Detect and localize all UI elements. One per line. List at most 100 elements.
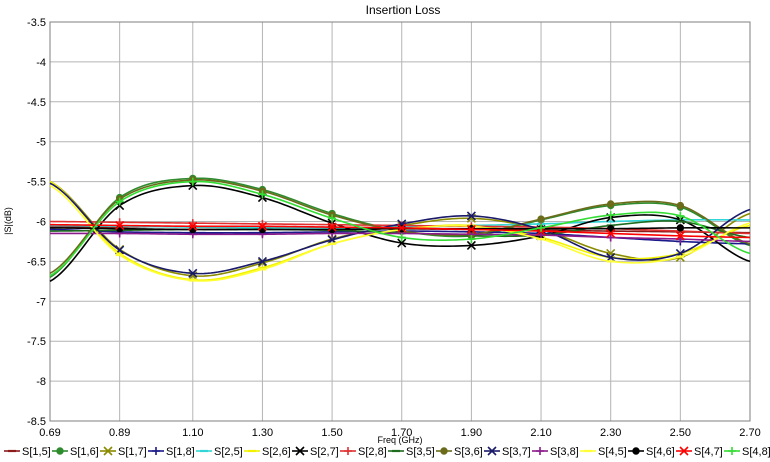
data-point xyxy=(676,224,685,232)
x-tick-label: 1.30 xyxy=(252,427,273,439)
legend-label: S[3,8] xyxy=(550,446,579,458)
data-point xyxy=(537,223,546,232)
legend-label: S[3,7] xyxy=(502,446,531,458)
y-tick-label: -8.5 xyxy=(27,416,46,428)
chart-title: Insertion Loss xyxy=(366,3,441,17)
x-tick-label: 1.50 xyxy=(321,427,342,439)
data-point xyxy=(258,190,267,199)
y-tick-label: -5 xyxy=(36,137,46,149)
legend-item: S[3,7] xyxy=(484,446,531,458)
data-point xyxy=(257,256,268,266)
legend-label: S[4,6] xyxy=(646,446,675,458)
legend-marker xyxy=(536,447,544,455)
x-tick-label: 1.70 xyxy=(391,427,412,439)
legend-item: S[3,5] xyxy=(388,446,435,458)
y-tick-label: -5.5 xyxy=(27,177,46,189)
y-tick-label: -6 xyxy=(36,217,46,229)
legend-marker xyxy=(728,447,736,455)
legend-label: S[4,8] xyxy=(742,446,770,458)
legend-item: S[2,8] xyxy=(340,446,387,458)
data-point xyxy=(397,223,407,233)
legend-item: S[1,8] xyxy=(148,446,195,458)
legend-label: S[2,8] xyxy=(358,446,387,458)
x-tick-labels: 0.69 0.89 1.10 1.30 1.50 1.70 1.90 2.10 2.30 2.50… xyxy=(39,427,760,439)
data-point xyxy=(606,228,616,239)
data-point xyxy=(328,214,337,223)
legend-item: S[4,7] xyxy=(676,446,723,458)
legend-label: S[2,7] xyxy=(310,446,339,458)
data-point xyxy=(188,221,198,231)
legend-item: S[4,5] xyxy=(580,446,627,458)
legend-marker xyxy=(56,447,64,455)
legend-marker xyxy=(295,446,305,456)
x-tick-label: 1.90 xyxy=(461,427,482,439)
x-tick-label: 0.69 xyxy=(39,427,60,439)
y-tick-label: -4 xyxy=(36,57,46,69)
data-point xyxy=(466,211,476,221)
legend-item: S[3,8] xyxy=(532,446,579,458)
legend-label: S[2,5] xyxy=(214,446,243,458)
legend-marker xyxy=(632,447,640,455)
legend-item: S[1,7] xyxy=(100,446,147,458)
y-tick-label: -3.5 xyxy=(27,17,46,29)
series-group xyxy=(49,174,751,283)
x-tick-label: 2.30 xyxy=(600,427,621,439)
legend-label: S[1,7] xyxy=(118,446,147,458)
data-point xyxy=(188,268,198,278)
y-tick-label: -4.5 xyxy=(27,97,46,109)
x-tick-label: 2.70 xyxy=(739,427,760,439)
legend-label: S[1,5] xyxy=(22,446,51,458)
legend-item: S[4,8] xyxy=(724,446,770,458)
legend-label: S[3,5] xyxy=(406,446,435,458)
data-point xyxy=(467,235,476,244)
legend: S[1,5] S[1,6] S[1,7] S[1,8] S[2,5] S[2,6] S[2,… xyxy=(4,446,770,458)
data-point xyxy=(115,220,125,231)
data-point xyxy=(676,211,685,220)
legend-marker xyxy=(344,447,352,455)
legend-item: S[4,6] xyxy=(628,446,675,458)
data-point xyxy=(257,221,268,231)
series-S[4,8] xyxy=(49,177,751,277)
data-point xyxy=(466,224,476,235)
data-point xyxy=(397,233,406,242)
data-point xyxy=(606,211,615,220)
y-tick-label: -7 xyxy=(36,296,46,308)
data-point xyxy=(466,240,476,251)
series-line xyxy=(49,182,751,275)
y-tick-label: -6.5 xyxy=(27,256,46,268)
data-point xyxy=(537,215,545,223)
x-tick-label: 2.50 xyxy=(670,427,691,439)
legend-item: S[2,7] xyxy=(292,446,339,458)
y-tick-labels: -3.5 -4 -4.5 -5 -5.5 -6 -6.5 -7 -7.5 -8 -8.5 xyxy=(27,17,46,428)
series-line xyxy=(49,184,751,283)
data-point xyxy=(327,222,337,232)
legend-marker xyxy=(679,446,689,456)
legend-label: S[1,6] xyxy=(70,446,99,458)
x-axis-label: Freq (GHz) xyxy=(378,435,423,445)
y-axis-label: |S|(dB) xyxy=(3,207,13,235)
data-point xyxy=(115,197,124,206)
y-tick-label: -7.5 xyxy=(27,336,46,348)
legend-marker xyxy=(440,447,448,455)
legend-marker xyxy=(487,446,497,456)
legend-item: S[1,6] xyxy=(52,446,99,458)
data-point xyxy=(606,200,615,208)
legend-marker xyxy=(103,446,113,456)
y-tick-label: -8 xyxy=(36,376,46,388)
legend-label: S[2,6] xyxy=(262,446,291,458)
legend-item: S[2,5] xyxy=(196,446,243,458)
legend-item: S[2,6] xyxy=(244,446,291,458)
data-point xyxy=(675,231,685,241)
legend-item: S[1,5] xyxy=(4,446,51,458)
legend-item: S[3,6] xyxy=(436,446,483,458)
x-tick-label: 1.10 xyxy=(182,427,203,439)
data-point xyxy=(676,201,685,210)
legend-label: S[4,7] xyxy=(694,446,723,458)
data-point xyxy=(188,177,197,186)
legend-marker xyxy=(152,447,160,455)
series-line xyxy=(49,223,751,239)
legend-label: S[3,6] xyxy=(454,446,483,458)
data-point xyxy=(537,231,546,240)
x-tick-label: 0.89 xyxy=(109,427,130,439)
